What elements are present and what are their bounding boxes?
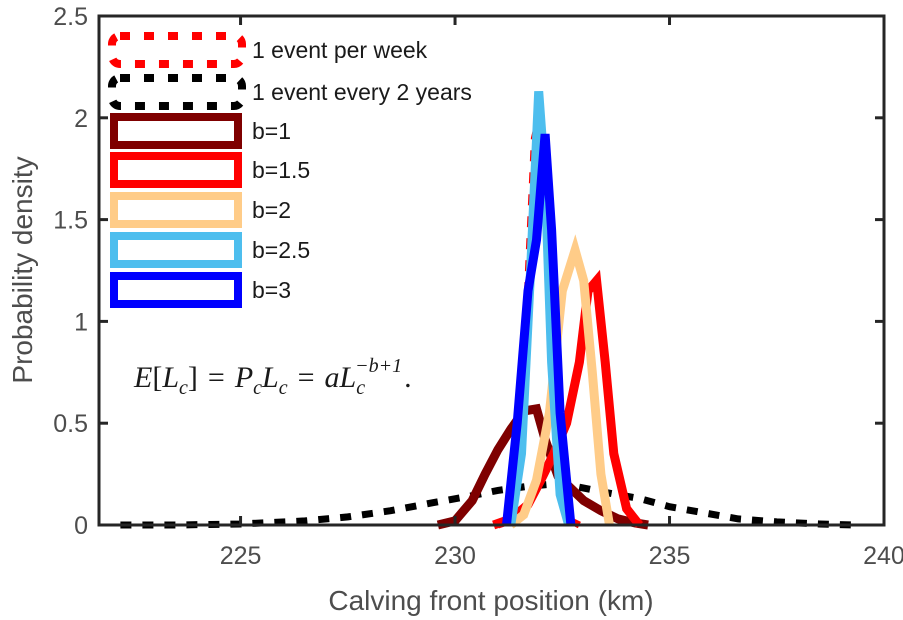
- series-line-b-2: [508, 234, 614, 529]
- eq-equals1: =: [208, 361, 225, 394]
- legend-label-b-3: b=3: [252, 277, 291, 303]
- legend: 1 event per week 1 event every 2 years b=1…: [108, 32, 472, 308]
- x-tick-label: 225: [220, 542, 262, 570]
- y-tick-label: 2: [74, 105, 88, 133]
- y-tick-label: 0.5: [53, 410, 88, 438]
- legend-swatch-1-event-every-2-years: [108, 74, 246, 110]
- eq-exponent: −b+1: [355, 355, 402, 377]
- x-tick-label: 240: [863, 542, 903, 570]
- series-line-1-event-every-2-years: [120, 480, 855, 529]
- legend-swatch-b-1-5: [110, 152, 242, 188]
- legend-label-b-2-5: b=2.5: [252, 237, 310, 263]
- eq-period: .: [404, 361, 412, 394]
- legend-swatch-b-1: [110, 113, 242, 149]
- eq-L1: L: [161, 361, 179, 394]
- legend-label-1-event-per-week: 1 event per week: [252, 37, 428, 63]
- legend-swatch-b-2: [110, 192, 242, 228]
- eq-sub1: c: [179, 377, 188, 399]
- legend-swatch-1-event-per-week: [108, 32, 246, 68]
- eq-rbracket: ]: [188, 361, 198, 394]
- legend-label-1-event-every-2-years: 1 event every 2 years: [252, 79, 472, 105]
- eq-a: a: [325, 361, 340, 394]
- eq-equals2: =: [298, 361, 315, 394]
- x-axis-title: Calving front position (km): [328, 585, 653, 616]
- eq-lbracket: [: [152, 361, 162, 394]
- series-layer: [120, 90, 855, 530]
- legend-label-b-1: b=1: [252, 118, 291, 144]
- y-tick-label: 0: [74, 512, 88, 540]
- eq-sub3: c: [279, 377, 288, 399]
- eq-sub2: c: [253, 377, 262, 399]
- y-tick-label: 1.5: [53, 207, 88, 235]
- legend-swatch-b-3: [110, 272, 242, 308]
- eq-P: P: [234, 361, 253, 394]
- legend-label-b-1-5: b=1.5: [252, 157, 310, 183]
- y-tick-label: 2.5: [53, 3, 88, 31]
- legend-swatch-b-2-5: [110, 232, 242, 268]
- y-axis-title: Probability density: [7, 156, 38, 383]
- legend-label-b-2: b=2: [252, 197, 291, 223]
- equation-annotation: E[Lc] = PcLc = aLc−b+1.: [133, 355, 412, 399]
- tick-layer: 225 230 235 240 0 0.5 1 1.5 2 2.5: [53, 3, 903, 570]
- axes-box: [97, 14, 886, 527]
- series-line-b-3: [502, 133, 576, 526]
- eq-sub4: c: [356, 377, 365, 399]
- eq-L2: L: [261, 361, 279, 394]
- eq-E: E: [133, 361, 152, 394]
- y-tick-label: 1: [74, 308, 88, 336]
- eq-L3: L: [339, 361, 357, 394]
- x-tick-label: 230: [434, 542, 476, 570]
- x-tick-label: 235: [649, 542, 691, 570]
